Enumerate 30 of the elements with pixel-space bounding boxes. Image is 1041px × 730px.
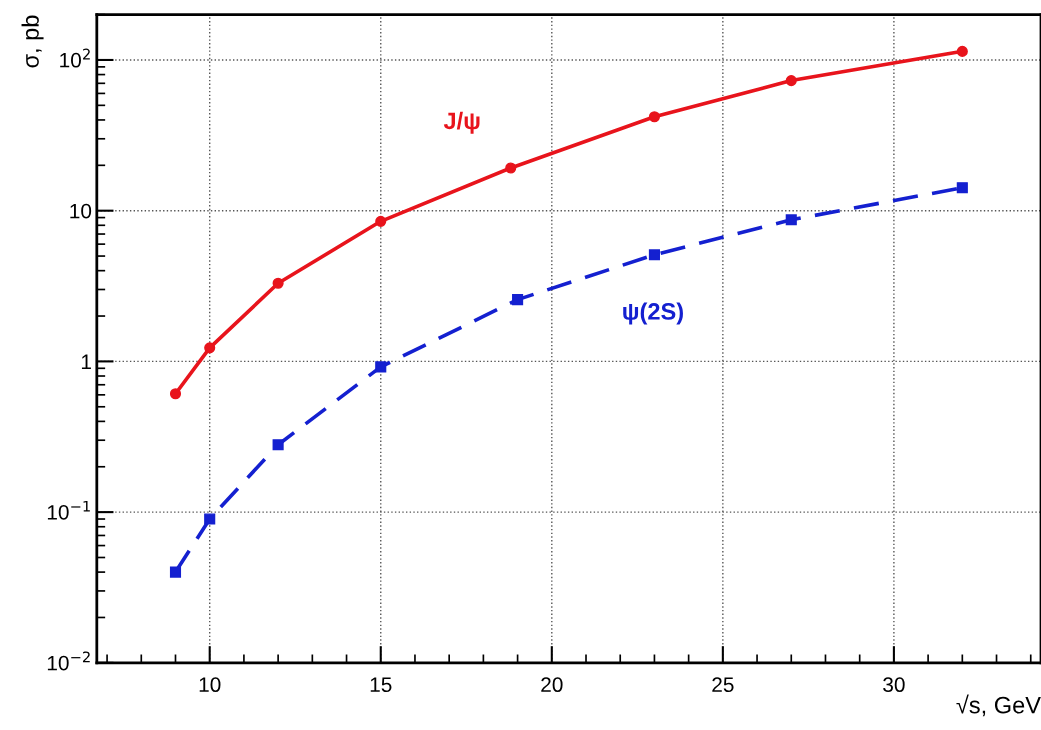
y-tick-label: 10$^{2}$ (60, 48, 90, 68)
y-tick-label: 10$^{−1}$ (47, 500, 90, 520)
x-axis-title: √s, GeV (956, 694, 1041, 717)
series-label: ψ(2S) (623, 302, 683, 325)
point (648, 249, 660, 261)
point (169, 388, 182, 400)
point (204, 513, 216, 525)
point (956, 45, 968, 57)
series-label: J/ψ (443, 111, 480, 134)
point (785, 214, 797, 226)
point (648, 111, 660, 123)
x-tick-label: 15 (370, 677, 392, 693)
point (375, 361, 387, 373)
x-tick-label: 25 (712, 677, 734, 693)
point (375, 215, 387, 227)
x-tick-label: 30 (883, 677, 905, 693)
point (169, 566, 182, 578)
y-tick-label: 10 (70, 203, 92, 219)
y-tick-label: 1 (81, 354, 91, 369)
point (512, 294, 524, 306)
y-axis-title: σ, pb (21, 15, 44, 68)
x-tick-label: 20 (541, 677, 563, 693)
point (272, 277, 284, 289)
point (505, 162, 517, 174)
point (785, 75, 797, 87)
point (272, 439, 284, 451)
x-tick-label: 10 (199, 677, 221, 693)
point (956, 182, 968, 194)
y-tick-label: 10$^{−2}$ (47, 651, 90, 671)
point (204, 342, 216, 354)
